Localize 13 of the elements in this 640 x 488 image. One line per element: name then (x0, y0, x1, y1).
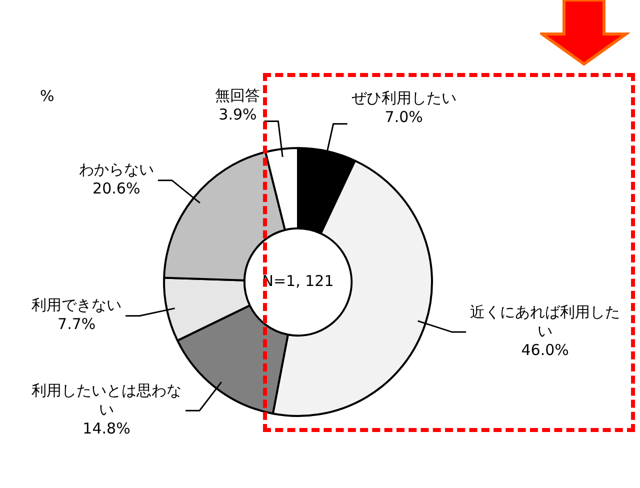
slice-label: わからない (78, 160, 154, 179)
data-label: 46.0% (521, 340, 569, 359)
slice-label: 利用したいとは思わない (32, 382, 182, 419)
slice-label: ぜひ利用したい (351, 89, 456, 108)
data-label: 20.6% (92, 180, 140, 198)
text: % (40, 86, 54, 105)
data-label: 14.8% (82, 420, 130, 438)
slice-label: 利用できない (32, 296, 122, 314)
data-label: 7.7% (58, 315, 96, 334)
slice-label: 近くにあれば利用したい (470, 302, 620, 340)
data-label: 7.0% (384, 108, 423, 126)
slice-label: 無回答 (215, 86, 260, 104)
data-label: 3.9% (218, 105, 257, 124)
